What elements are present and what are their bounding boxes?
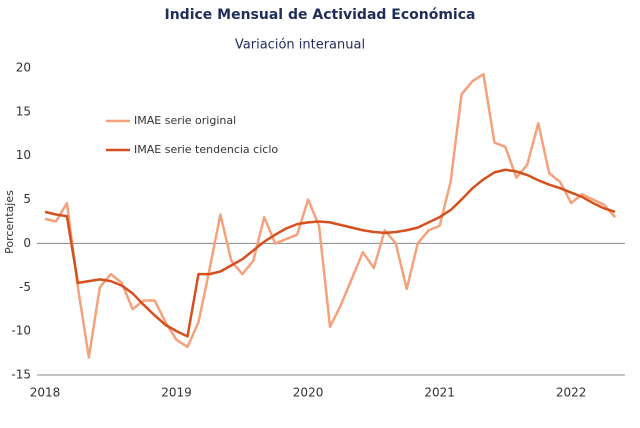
y-tick-label: -5 xyxy=(19,280,31,294)
y-tick-label: -10 xyxy=(11,324,31,338)
chart-subtitle: Variación interanual xyxy=(235,38,365,53)
series-line xyxy=(44,168,616,338)
y-tick-label: 20 xyxy=(16,61,31,75)
x-tick-label: 2019 xyxy=(161,386,192,400)
y-tick-label: 15 xyxy=(16,104,31,118)
chart-title: Indice Mensual de Actividad Económica xyxy=(165,7,476,23)
y-tick-label: 0 xyxy=(23,236,31,250)
legend-label: IMAE serie tendencia ciclo xyxy=(134,143,278,156)
x-tick-label: 2018 xyxy=(30,386,61,400)
x-tick-label: 2020 xyxy=(293,386,324,400)
x-tick-label: 2021 xyxy=(424,386,455,400)
y-axis-label: Porcentajes xyxy=(3,190,16,254)
y-tick-label: 5 xyxy=(23,192,31,206)
legend-box xyxy=(100,105,322,165)
x-tick-label: 2022 xyxy=(556,386,587,400)
y-tick-label: -15 xyxy=(11,368,31,382)
y-tick-label: 10 xyxy=(16,148,31,162)
legend-label: IMAE serie original xyxy=(134,114,236,127)
